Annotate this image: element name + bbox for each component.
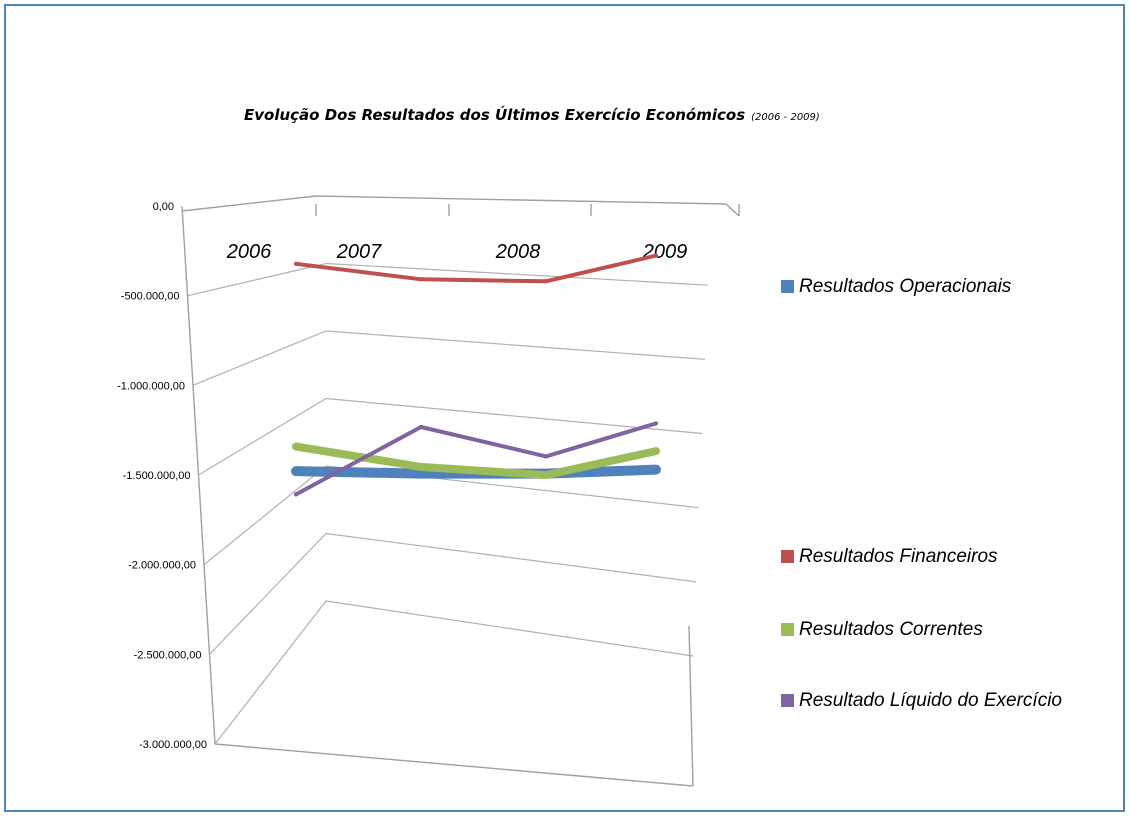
y-tick-label: -1.500.000,00 <box>123 470 191 482</box>
gridline <box>187 262 709 297</box>
data-point <box>544 454 548 459</box>
x-tick-label: 2008 <box>495 241 541 263</box>
legend-item: Resultado Líquido do Exercício <box>781 690 1062 711</box>
legend-swatch <box>781 694 794 707</box>
data-point <box>544 279 548 284</box>
data-point <box>294 261 298 266</box>
y-tick-label: -2.500.000,00 <box>134 649 202 661</box>
series-line <box>294 253 658 284</box>
y-tick-label: -3.000.000,00 <box>139 739 207 751</box>
legend-label: Resultados Correntes <box>799 619 983 640</box>
chart-title-text: Evolução Dos Resultados dos Últimos Exer… <box>244 105 745 124</box>
data-point <box>419 464 423 469</box>
data-point <box>419 277 423 282</box>
gridline <box>214 600 694 745</box>
floor-right-edge <box>688 625 694 787</box>
chart-title: Evolução Dos Resultados dos Últimos Exer… <box>244 105 820 124</box>
gridline <box>209 532 697 655</box>
data-point <box>419 425 423 429</box>
data-point <box>294 444 298 449</box>
x-tick-label: 2009 <box>642 241 688 263</box>
chart-frame: Evolução Dos Resultados dos Últimos Exer… <box>4 4 1125 812</box>
x-axis-tick-labels: 2006 2007 2008 2009 <box>226 241 688 263</box>
data-point <box>544 473 548 478</box>
legend-item: Resultados Correntes <box>781 619 983 640</box>
data-point <box>294 469 298 474</box>
gridline <box>203 465 700 566</box>
legend-item: Resultados Financeiros <box>781 546 998 567</box>
data-point <box>654 421 658 426</box>
data-point <box>419 471 423 476</box>
data-point <box>654 253 658 258</box>
y-tick-label: 0,00 <box>153 201 174 213</box>
legend-swatch <box>781 280 794 293</box>
series-line <box>294 421 658 497</box>
legend-item: Resultados Operacionais <box>781 276 1012 297</box>
y-axis-line <box>181 205 216 745</box>
legend-label: Resultado Líquido do Exercício <box>799 690 1062 711</box>
data-point <box>654 449 658 454</box>
series-line <box>292 442 660 480</box>
top-plane <box>181 195 740 217</box>
y-tick-label: -1.000.000,00 <box>117 380 185 392</box>
x-tick-label: 2006 <box>226 241 272 263</box>
series-lines <box>291 253 661 497</box>
chart: Evolução Dos Resultados dos Últimos Exer… <box>117 105 1062 787</box>
legend-swatch <box>781 623 794 636</box>
y-axis-tick-labels: 0,00 -500.000,00 -1.000.000,00 -1.500.000,0… <box>117 201 207 751</box>
legend: Resultados Operacionais Resultados Financ… <box>781 276 1062 711</box>
legend-label: Resultados Operacionais <box>799 276 1012 297</box>
y-tick-label: -500.000,00 <box>121 291 180 303</box>
legend-label: Resultados Financeiros <box>799 546 998 567</box>
floor-front-edge <box>214 743 694 787</box>
gridline <box>192 330 706 386</box>
data-point <box>654 467 658 472</box>
legend-swatch <box>781 550 794 563</box>
gridlines <box>181 195 740 787</box>
y-tick-label: -2.000.000,00 <box>128 560 196 572</box>
data-point <box>294 492 298 497</box>
x-tick-label: 2007 <box>336 241 382 263</box>
chart-subtitle: (2006 - 2009) <box>751 112 820 123</box>
gridline <box>198 397 703 476</box>
